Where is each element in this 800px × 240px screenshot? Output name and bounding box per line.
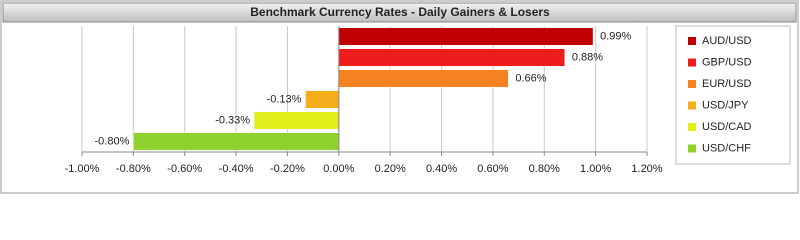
bar — [253, 111, 340, 130]
legend-label: EUR/USD — [702, 78, 752, 90]
x-tick-label: -0.20% — [270, 163, 305, 175]
x-tick-label: 1.00% — [580, 163, 611, 175]
title-bar — [2, 2, 797, 23]
bar — [338, 69, 509, 88]
data-label: 0.66% — [515, 72, 546, 84]
legend-label: AUD/USD — [702, 35, 752, 47]
legend-swatch — [688, 58, 696, 67]
legend-label: USD/JPY — [702, 99, 749, 111]
bar — [338, 48, 566, 67]
x-tick-label: -0.40% — [219, 163, 254, 175]
x-tick-label: 0.00% — [323, 163, 354, 175]
legend-box — [675, 25, 791, 165]
x-tick-label: 0.20% — [375, 163, 406, 175]
x-tick-label: 0.60% — [477, 163, 508, 175]
legend-label: USD/CHF — [702, 142, 751, 154]
chart: Benchmark Currency Rates - Daily Gainers… — [0, 0, 799, 194]
data-label: -0.80% — [95, 135, 130, 147]
legend-swatch — [688, 144, 696, 153]
bar — [338, 27, 594, 46]
x-tick-label: -0.80% — [116, 163, 151, 175]
x-tick-label: -0.60% — [167, 163, 202, 175]
legend-swatch — [688, 80, 696, 88]
data-label: 0.99% — [600, 30, 631, 42]
legend-swatch — [688, 37, 696, 45]
data-label: 0.88% — [572, 51, 603, 63]
page: {"chart_data": {"type": "bar", "orientat… — [0, 0, 800, 195]
data-label: -0.13% — [267, 93, 302, 105]
legend-swatch — [688, 123, 696, 131]
x-tick-label: -1.00% — [65, 163, 100, 175]
legend-label: USD/CAD — [702, 121, 752, 133]
legend-label: GBP/USD — [702, 56, 752, 68]
data-label: -0.33% — [215, 114, 250, 126]
x-tick-label: 1.20% — [631, 163, 662, 175]
bar — [305, 90, 340, 109]
legend-swatch — [688, 101, 696, 110]
bar — [133, 132, 340, 151]
x-tick-label: 0.40% — [426, 163, 457, 175]
x-tick-label: 0.80% — [529, 163, 560, 175]
chart-title: Benchmark Currency Rates - Daily Gainers… — [250, 5, 550, 19]
